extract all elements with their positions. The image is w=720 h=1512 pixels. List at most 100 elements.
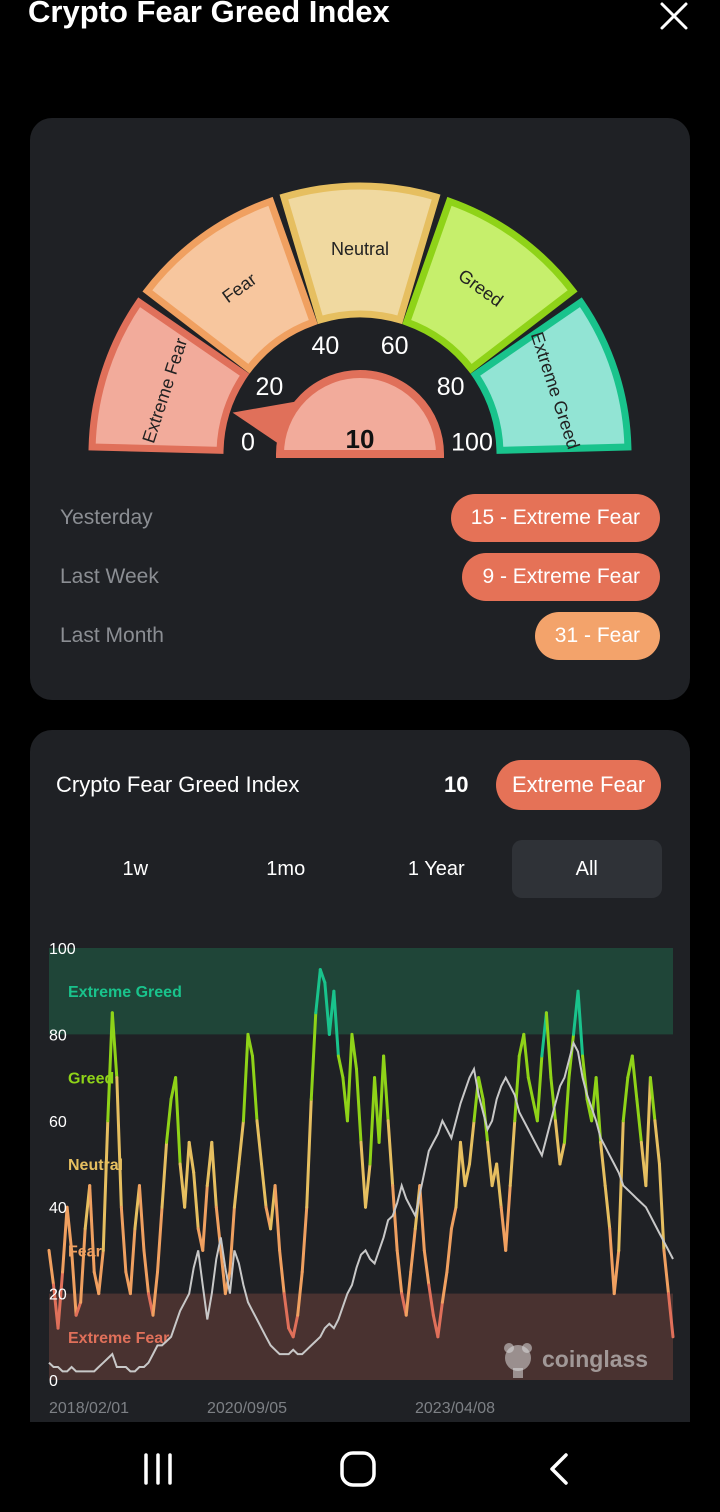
index-line-segment	[522, 1032, 530, 1080]
gauge-card: Extreme Fear Fear Neutral Greed Extreme Gree…	[30, 118, 690, 700]
history-badge: 31 - Fear	[534, 612, 660, 660]
index-line-segment	[47, 1248, 56, 1287]
chart-zone-label: Extreme Greed	[68, 984, 182, 1001]
index-line-segment	[644, 1076, 652, 1188]
index-line-segment	[97, 1248, 105, 1296]
index-line-segment	[201, 1184, 209, 1252]
tab-all[interactable]: All	[511, 840, 662, 898]
index-line-segment	[391, 1184, 399, 1252]
index-line-segment	[183, 1140, 191, 1209]
recents-button[interactable]	[126, 1444, 190, 1494]
index-line-segment	[151, 1270, 160, 1317]
index-line-segment	[599, 1140, 607, 1188]
history-row-last-week: Last Week 9 - Extreme Fear	[60, 553, 660, 601]
index-line-segment	[88, 1184, 96, 1274]
index-line-segment	[219, 1248, 227, 1296]
index-line-segment	[576, 989, 585, 1058]
index-line-segment	[246, 1032, 254, 1058]
index-line-segment	[427, 1283, 435, 1317]
index-line-segment	[458, 1140, 467, 1188]
index-line-segment	[359, 1140, 368, 1209]
y-tick-label: 0	[49, 1373, 58, 1390]
index-line-segment	[603, 1184, 612, 1231]
x-tick-label: 2023/04/08	[415, 1400, 495, 1417]
index-line-segment	[404, 1270, 413, 1317]
history-row-last-month: Last Month 31 - Fear	[60, 612, 660, 660]
index-line-segment	[318, 968, 327, 985]
gauge-segment	[279, 182, 441, 325]
index-line-segment	[436, 1300, 444, 1339]
index-line-segment	[463, 1162, 472, 1188]
index-line-segment	[160, 1140, 169, 1209]
index-line-segment	[395, 1248, 404, 1296]
index-line-segment	[115, 1076, 123, 1209]
index-line-segment	[332, 989, 340, 1058]
index-line-segment	[377, 1054, 386, 1144]
index-line-segment	[635, 1097, 643, 1144]
index-line-segment	[345, 1032, 354, 1123]
gauge-value-hub	[275, 370, 445, 458]
index-line-segment	[449, 1205, 458, 1231]
index-line-segment	[187, 1140, 196, 1175]
index-line-segment	[70, 1248, 78, 1317]
history-label: Last Month	[60, 624, 164, 647]
gauge-tick-label: 20	[255, 373, 283, 401]
index-line-segment	[495, 1162, 503, 1209]
index-line-segment	[282, 1292, 291, 1330]
index-line-segment	[508, 1119, 517, 1188]
index-line-segment	[562, 1076, 571, 1144]
index-line-segment	[110, 1011, 119, 1080]
history-badge: 15 - Extreme Fear	[450, 494, 660, 542]
index-line-segment	[314, 968, 322, 1015]
index-line-segment	[549, 1076, 557, 1123]
index-line-segment	[526, 1076, 535, 1101]
index-line-segment	[666, 1292, 675, 1339]
gauge-tick-label: 80	[437, 373, 465, 401]
index-line-segment	[237, 1119, 245, 1166]
index-line-segment	[156, 1205, 164, 1274]
index-line-segment	[296, 1270, 304, 1317]
index-line-segment	[486, 1140, 494, 1188]
system-nav-bar	[0, 1422, 720, 1512]
index-line-segment	[468, 1119, 476, 1166]
index-line-segment	[255, 1119, 264, 1166]
index-line-segment	[350, 1032, 358, 1071]
y-tick-label: 100	[49, 941, 76, 958]
index-line-segment	[300, 1205, 309, 1274]
index-line-segment	[323, 981, 331, 1036]
current-index-value: 10	[444, 772, 469, 797]
index-line-segment	[128, 1227, 137, 1296]
index-line-segment	[142, 1248, 150, 1296]
index-line-segment	[137, 1184, 146, 1252]
close-button[interactable]	[652, 0, 696, 38]
x-tick-label: 2018/02/01	[49, 1400, 129, 1417]
range-tabs: 1w 1mo 1 Year All	[60, 840, 662, 898]
y-tick-label: 40	[49, 1200, 67, 1217]
index-line-segment	[386, 1119, 395, 1188]
index-line-segment	[250, 1054, 259, 1123]
tab-1w[interactable]: 1w	[122, 857, 149, 880]
back-button[interactable]	[528, 1444, 592, 1494]
gauge-value: 10	[346, 424, 375, 454]
gauge-tick-label: 100	[451, 429, 493, 457]
price-line	[48, 1040, 674, 1373]
index-line-segment	[513, 1054, 521, 1123]
home-button[interactable]	[326, 1444, 390, 1494]
tab-1mo[interactable]: 1mo	[266, 857, 306, 880]
chart-card: Crypto Fear Greed Index 10 Extreme Fear …	[30, 730, 690, 1430]
close-icon	[660, 2, 688, 30]
index-line-segment	[79, 1227, 87, 1304]
chart-card-title: Crypto Fear Greed Index	[56, 772, 300, 797]
tab-1-year[interactable]: 1 Year	[407, 857, 465, 880]
index-line-segment	[305, 1097, 313, 1209]
index-line-segment	[612, 1248, 621, 1296]
index-line-segment	[354, 1067, 363, 1144]
gauge-tick-label: 40	[311, 332, 339, 360]
index-line-segment	[617, 1119, 625, 1252]
index-line-segment	[364, 1162, 372, 1209]
index-line-segment	[653, 1119, 661, 1166]
index-line-segment	[553, 1119, 562, 1166]
recents-icon	[144, 1453, 172, 1485]
index-line-segment	[56, 1270, 65, 1330]
index-line-segment	[440, 1270, 449, 1304]
